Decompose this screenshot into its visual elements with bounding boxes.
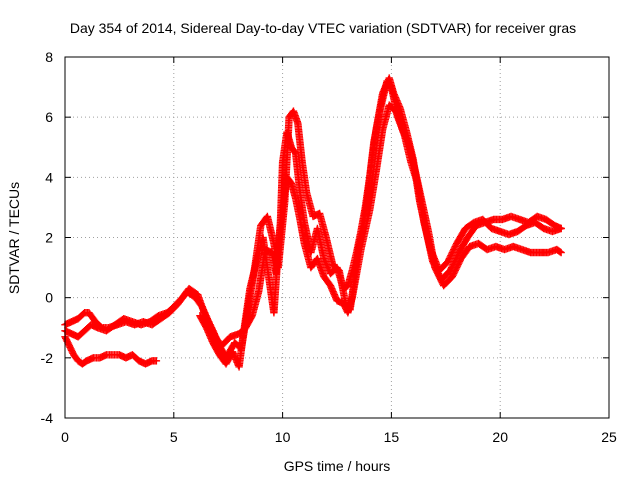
data-point (85, 309, 99, 325)
data-point (115, 351, 129, 361)
data-point (526, 248, 542, 257)
y-tick-label: 6 (45, 109, 53, 125)
data-point (322, 233, 336, 267)
data-point (411, 167, 426, 204)
x-axis-label: GPS time / hours (284, 458, 391, 474)
y-tick-label: -2 (41, 350, 54, 366)
data-point (287, 179, 299, 201)
data-point (348, 247, 365, 302)
y-tick-label: 8 (45, 49, 53, 65)
data-point (200, 309, 216, 333)
data-point (357, 208, 373, 254)
y-tick-label: 0 (45, 290, 53, 306)
data-point (452, 226, 469, 248)
data-point (335, 266, 350, 306)
data-point (487, 224, 503, 235)
data-point (152, 357, 161, 365)
data-point (372, 91, 387, 133)
data-point (235, 331, 247, 371)
data-point (270, 247, 282, 317)
chart-title: Day 354 of 2014, Sidereal Day-to-day VTE… (70, 20, 576, 36)
data-point (489, 215, 505, 224)
y-tick-label: 2 (45, 230, 53, 246)
x-tick-label: 20 (492, 429, 508, 445)
data-point (455, 235, 471, 257)
series-track-2 (61, 74, 565, 362)
data-point (385, 74, 397, 96)
data-point (246, 259, 260, 293)
series-track-3 (61, 333, 161, 368)
data-point (209, 339, 223, 358)
series-track-4 (196, 101, 565, 371)
data-point (217, 334, 233, 350)
data-point (320, 254, 334, 276)
data-point (313, 254, 328, 279)
data-marks (61, 74, 565, 371)
axis-ticks (64, 56, 610, 419)
data-point (259, 233, 274, 285)
data-point (372, 127, 387, 176)
data-point (557, 248, 565, 257)
data-point (185, 284, 201, 298)
data-point (202, 324, 217, 345)
x-tick-label: 5 (170, 429, 178, 445)
data-point (344, 295, 356, 317)
data-point (178, 286, 192, 302)
data-point (278, 175, 291, 212)
data-point (294, 119, 306, 165)
data-point (170, 295, 186, 311)
x-tick-label: 25 (601, 429, 617, 445)
data-point (315, 209, 330, 240)
y-axis-label: SDTVAR / TECUs (6, 182, 22, 294)
data-point (102, 321, 118, 335)
data-point (378, 103, 393, 133)
data-point (431, 263, 447, 288)
x-tick-label: 15 (384, 429, 400, 445)
data-point (298, 158, 310, 195)
x-tick-label: 10 (275, 429, 291, 445)
y-tick-label: 4 (45, 169, 53, 185)
x-tick-label: 0 (61, 429, 69, 445)
data-point (418, 197, 432, 234)
tick-labels: 0 5 10 15 20 25 -4 -2 0 2 4 6 8 (41, 49, 617, 445)
data-point (500, 243, 516, 254)
y-tick-label: -4 (41, 410, 54, 426)
data-point (313, 224, 328, 261)
data-point (463, 223, 479, 242)
data-point (557, 224, 565, 233)
data-point (531, 218, 547, 232)
data-point (505, 228, 520, 239)
